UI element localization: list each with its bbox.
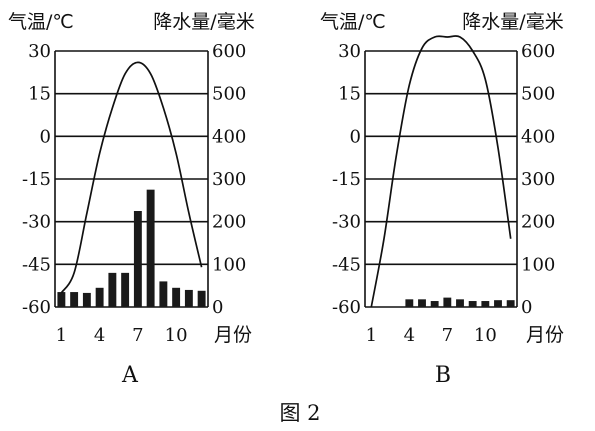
precipitation-bar — [95, 287, 104, 307]
precipitation-bar — [468, 301, 477, 307]
precipitation-tick-label: 0 — [521, 297, 532, 318]
temperature-tick-label: -60 — [332, 297, 361, 318]
precipitation-bar — [405, 299, 414, 307]
precipitation-bar — [430, 301, 439, 307]
precipitation-bar — [494, 300, 502, 307]
month-tick-label: 10 — [474, 325, 497, 346]
month-tick-label: 10 — [165, 325, 188, 346]
precipitation-bar — [133, 211, 142, 307]
precipitation-bar — [443, 297, 452, 307]
temperature-tick-label: -45 — [22, 254, 51, 275]
precipitation-bar — [57, 292, 66, 307]
precipitation-bar — [159, 281, 168, 307]
precipitation-bar — [184, 289, 193, 307]
right-axis-title: 降水量/毫米 — [462, 11, 563, 33]
precipitation-tick-label: 100 — [212, 254, 246, 275]
temperature-line — [370, 35, 512, 308]
precipitation-bar — [70, 292, 79, 307]
temperature-line — [60, 61, 203, 294]
precipitation-tick-label: 0 — [212, 297, 223, 318]
precipitation-bar — [121, 272, 130, 307]
precipitation-tick-label: 200 — [212, 212, 246, 233]
month-tick-label: 1 — [56, 325, 67, 346]
precipitation-bar — [172, 287, 181, 307]
precipitation-tick-label: 300 — [521, 169, 555, 190]
temperature-tick-label: -30 — [22, 212, 51, 233]
precipitation-bar — [146, 189, 155, 307]
climate-chart-a: 气温/℃ 降水量/毫米 A 30 15 0 -15 -30 -45 -60 600 500 400… — [8, 11, 255, 388]
temperature-tick-label: -15 — [22, 169, 51, 190]
precipitation-bar — [418, 299, 426, 307]
panel-label: A — [121, 363, 139, 388]
left-axis-title: 气温/℃ — [8, 11, 74, 33]
temperature-tick-label: -45 — [332, 254, 361, 275]
right-axis-title: 降水量/毫米 — [153, 11, 254, 33]
month-tick-label: 4 — [404, 325, 415, 346]
month-tick-label: 4 — [94, 325, 105, 346]
month-tick-label: 7 — [442, 325, 453, 346]
month-tick-label: 7 — [132, 325, 143, 346]
x-axis-unit-label: 月份 — [214, 324, 252, 346]
precipitation-bar — [197, 290, 206, 307]
figure-caption: 图 2 — [279, 401, 320, 425]
precipitation-bar — [108, 272, 117, 307]
precipitation-bar — [481, 301, 490, 307]
temperature-tick-label: 15 — [338, 84, 361, 105]
precipitation-bar — [82, 292, 91, 307]
precipitation-tick-label: 500 — [212, 84, 246, 105]
precipitation-tick-label: 100 — [521, 254, 555, 275]
x-axis-unit-label: 月份 — [526, 324, 564, 346]
climate-chart-b: 气温/℃ 降水量/毫米 B 30 15 0 -15 -30 -45 -60 600 500 400… — [320, 11, 564, 388]
temperature-tick-label: 0 — [350, 126, 361, 147]
temperature-tick-label: -15 — [332, 169, 361, 190]
precipitation-tick-label: 500 — [521, 84, 555, 105]
temperature-tick-label: 15 — [28, 84, 51, 105]
precipitation-bar — [506, 300, 515, 307]
left-axis-title: 气温/℃ — [320, 11, 386, 33]
temperature-tick-label: -30 — [332, 212, 361, 233]
temperature-tick-label: 0 — [40, 126, 51, 147]
month-tick-label: 1 — [366, 325, 377, 346]
panel-label: B — [435, 363, 451, 388]
temperature-tick-label: 30 — [28, 41, 51, 62]
precipitation-tick-label: 200 — [521, 212, 555, 233]
precipitation-bar — [456, 299, 464, 307]
precipitation-tick-label: 300 — [212, 169, 246, 190]
precipitation-tick-label: 600 — [212, 41, 246, 62]
precipitation-tick-label: 400 — [521, 126, 555, 147]
precipitation-tick-label: 400 — [212, 126, 246, 147]
temperature-tick-label: 30 — [338, 41, 361, 62]
precipitation-tick-label: 600 — [521, 41, 555, 62]
temperature-tick-label: -60 — [22, 297, 51, 318]
